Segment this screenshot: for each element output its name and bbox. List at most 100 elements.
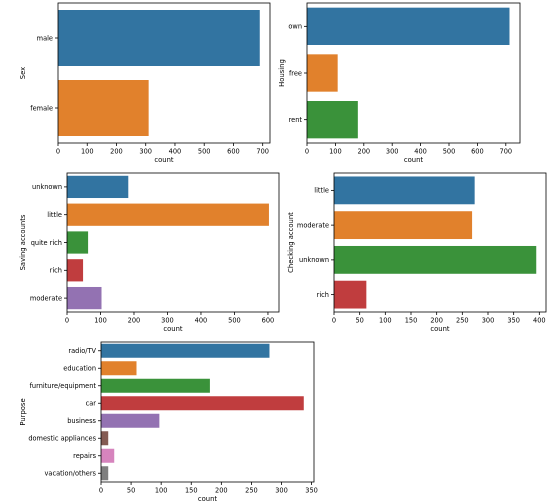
saving-xtick-label-3: 300	[161, 317, 174, 325]
purpose-xtick-label-6: 300	[275, 487, 288, 495]
saving-x-axis-label: count	[163, 325, 183, 333]
housing-xtick-label-6: 600	[471, 148, 484, 156]
saving-y-axis-label: Saving accounts	[19, 214, 27, 270]
purpose-xtick-label-4: 200	[215, 487, 228, 495]
checking-xtick-label-6: 300	[482, 317, 495, 325]
checking-ytick-label-3: rich	[317, 291, 329, 299]
housing-ytick-label-0: own	[288, 23, 302, 31]
purpose-ytick-label-5: domestic appliances	[28, 435, 96, 443]
sex-ytick-label-1: female	[30, 104, 53, 112]
checking-xtick-label-2: 100	[379, 317, 392, 325]
sex-x-axis-label: count	[154, 156, 174, 164]
purpose-ytick-label-0: radio/TV	[68, 347, 96, 355]
purpose-xtick-label-0: 0	[99, 487, 103, 495]
purpose-xtick-label-5: 250	[245, 487, 258, 495]
sex-xtick-label-4: 400	[169, 148, 182, 156]
purpose-ytick-label-7: vacation/others	[45, 470, 97, 478]
checking-bar-2	[334, 245, 537, 274]
checking-xtick-label-8: 400	[533, 317, 546, 325]
housing-y-axis-label: Housing	[278, 59, 286, 87]
purpose-xtick-label-2: 100	[155, 487, 168, 495]
checking-axes-frame	[333, 172, 547, 313]
purpose-ytick-label-4: business	[67, 417, 96, 425]
checking-y-axis-label: Checking account	[287, 212, 295, 273]
saving-ytick-label-2: quite rich	[31, 239, 62, 247]
housing-chart: own free rent 0 100 200 300 400 500 600 700 count Ho…	[278, 2, 521, 164]
saving-xtick-label-0: 0	[65, 317, 69, 325]
checking-xtick-label-1: 50	[355, 317, 363, 325]
housing-x-axis-label: count	[404, 156, 424, 164]
sex-axes-frame	[57, 2, 271, 144]
checking-x-axis-label: count	[430, 325, 450, 333]
sex-bar-0	[58, 10, 260, 66]
housing-xtick-label-1: 100	[329, 148, 342, 156]
purpose-ytick-label-1: education	[63, 365, 96, 373]
checking-xtick-label-5: 250	[456, 317, 469, 325]
saving-bar-4	[67, 286, 102, 310]
checking-bar-0	[334, 176, 475, 205]
purpose-bar-2	[101, 378, 210, 393]
purpose-y-axis-label: Purpose	[19, 398, 27, 425]
saving-bar-2	[67, 231, 89, 254]
sex-y-axis-label: Sex	[19, 67, 27, 79]
purpose-ytick-label-6: repairs	[73, 452, 96, 460]
saving-ytick-label-0: unknown	[32, 183, 62, 191]
housing-xtick-label-0: 0	[305, 148, 309, 156]
housing-xtick-label-2: 200	[358, 148, 371, 156]
purpose-xtick-label-7: 350	[305, 487, 318, 495]
housing-bar-2	[307, 101, 358, 139]
housing-xtick-label-4: 400	[414, 148, 427, 156]
housing-bar-1	[307, 54, 338, 92]
sex-xtick-label-3: 300	[139, 148, 152, 156]
saving-xtick-label-5: 500	[228, 317, 241, 325]
checking-xtick-label-3: 150	[405, 317, 418, 325]
sex-chart: male female 0 100 200 300 400 500 600 700 count Sex	[19, 2, 271, 164]
sex-xtick-label-0: 0	[56, 148, 60, 156]
housing-ytick-label-1: free	[289, 69, 302, 77]
saving-ytick-label-4: moderate	[30, 294, 62, 302]
sex-xtick-label-7: 700	[256, 148, 269, 156]
saving-xtick-label-1: 100	[94, 317, 107, 325]
purpose-bar-6	[101, 448, 115, 463]
sex-xtick-label-2: 200	[110, 148, 123, 156]
checking-chart: little moderate unknown rich 0 50 100 150 200 250…	[287, 172, 547, 333]
checking-ytick-label-0: little	[314, 187, 329, 195]
saving-ytick-label-3: rich	[50, 267, 62, 275]
checking-ytick-label-2: unknown	[299, 256, 329, 264]
checking-bar-1	[334, 211, 473, 240]
sex-xtick-label-5: 500	[198, 148, 211, 156]
sex-bar-1	[58, 80, 149, 136]
saving-chart: unknown little quite rich rich moderate 0 100 2…	[19, 172, 280, 333]
housing-ytick-label-2: rent	[289, 116, 303, 124]
sex-xtick-label-6: 600	[227, 148, 240, 156]
saving-bar-3	[67, 259, 84, 282]
purpose-chart: radio/TV education furniture/equipment car b…	[19, 341, 318, 503]
saving-xtick-label-6: 600	[262, 317, 275, 325]
housing-xtick-label-5: 500	[443, 148, 456, 156]
checking-xtick-label-4: 200	[430, 317, 443, 325]
sex-ytick-label-0: male	[37, 34, 53, 42]
purpose-bar-3	[101, 396, 304, 411]
housing-bar-0	[307, 7, 510, 45]
purpose-bar-4	[101, 413, 160, 428]
purpose-xtick-label-1: 50	[127, 487, 135, 495]
purpose-bar-7	[101, 466, 109, 481]
purpose-x-axis-label: count	[198, 495, 218, 503]
saving-bar-1	[67, 203, 269, 226]
purpose-ytick-label-2: furniture/equipment	[30, 382, 97, 390]
housing-xtick-label-7: 700	[500, 148, 513, 156]
saving-ytick-label-1: little	[47, 211, 62, 219]
purpose-bar-1	[101, 361, 137, 376]
sex-xtick-label-1: 100	[81, 148, 94, 156]
checking-ytick-label-1: moderate	[297, 221, 329, 229]
purpose-bar-0	[101, 343, 270, 358]
saving-bar-0	[67, 175, 129, 199]
saving-xtick-label-2: 200	[128, 317, 141, 325]
checking-bar-3	[334, 280, 367, 309]
housing-xtick-label-3: 300	[386, 148, 399, 156]
purpose-xtick-label-3: 150	[185, 487, 198, 495]
purpose-axes-frame	[100, 341, 315, 483]
checking-xtick-label-7: 350	[507, 317, 520, 325]
